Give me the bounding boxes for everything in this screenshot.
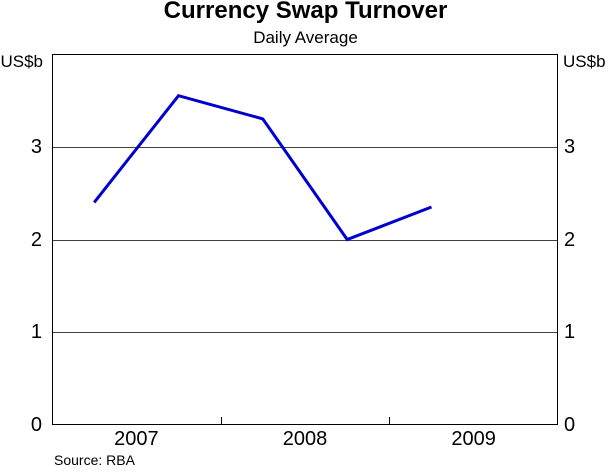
y-tick-label-left: 3 (30, 135, 42, 158)
x-tick-label: 2008 (282, 428, 328, 450)
y-tick-label-right: 3 (564, 135, 576, 158)
chart-title: Currency Swap Turnover (163, 0, 448, 24)
y-axis-unit-left: US$b (0, 52, 43, 71)
y-tick-label-right: 0 (564, 414, 576, 436)
x-tick-label: 2007 (114, 428, 159, 450)
y-tick-label-right: 2 (564, 228, 576, 251)
y-tick-label-right: 1 (564, 321, 576, 344)
y-tick-label-left: 0 (30, 414, 42, 436)
data-line (93, 93, 433, 242)
y-tick-label-left: 1 (30, 321, 42, 344)
y-tick-label-left: 2 (30, 228, 42, 251)
x-tick-label: 2009 (451, 428, 496, 450)
chart-subtitle: Daily Average (253, 28, 358, 47)
source-note: Source: RBA (54, 452, 135, 468)
y-axis-unit-right: US$b (563, 52, 606, 71)
plot-border (52, 54, 558, 425)
